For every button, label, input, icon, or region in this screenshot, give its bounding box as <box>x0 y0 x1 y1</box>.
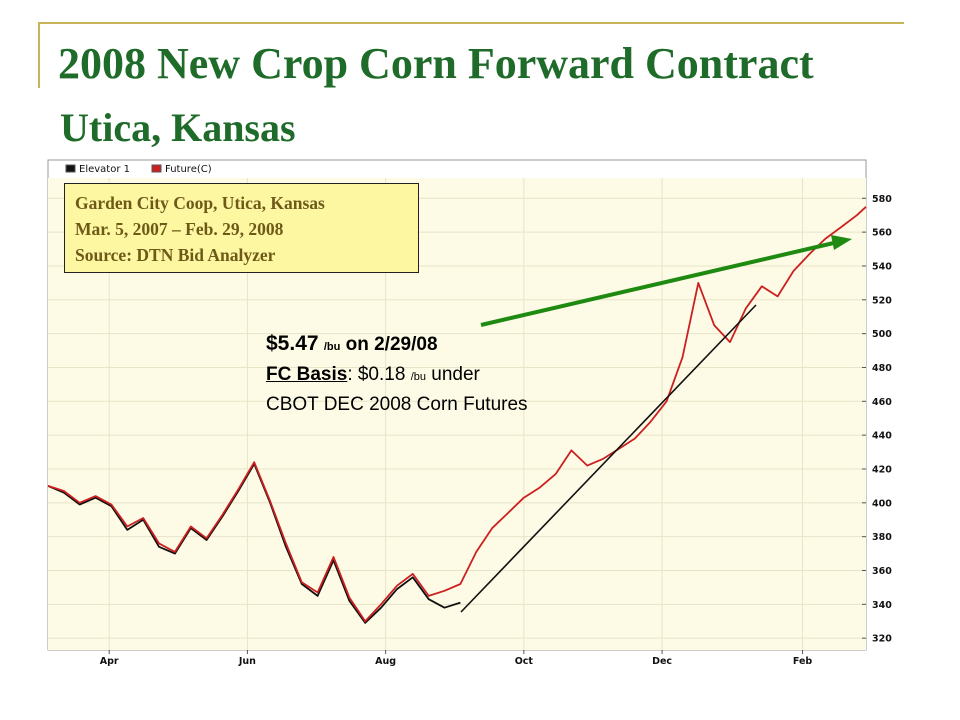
y-tick-label: 580 <box>872 194 892 205</box>
y-tick-label: 500 <box>872 329 892 340</box>
green-arrow-head <box>831 235 852 250</box>
y-tick-label: 360 <box>872 566 892 577</box>
legend: Elevator 1 Future(C) <box>65 164 212 175</box>
y-tick-label: 440 <box>872 431 892 442</box>
basis-label: FC Basis <box>266 364 348 385</box>
y-tick-label: 520 <box>872 295 892 306</box>
price-unit: /bu <box>323 341 341 353</box>
x-tick-label: Aug <box>375 656 396 667</box>
price-value: $5.47 <box>266 332 319 355</box>
basis-unit: /bu <box>410 371 426 383</box>
x-tick-label: Oct <box>515 656 534 667</box>
y-tick-label: 460 <box>872 397 892 408</box>
black-trend-line <box>460 304 757 613</box>
price-date: on 2/29/08 <box>345 334 438 355</box>
series-lines <box>47 206 867 624</box>
x-axis-ticks: Apr Jun Aug Oct Dec Feb <box>100 650 813 667</box>
x-tick-label: Jun <box>238 656 256 667</box>
legend-swatch-elevator <box>65 164 76 173</box>
green-arrow-shaft <box>480 240 839 327</box>
y-axis-ticks: 320 340 360 380 400 420 440 460 480 500 520 540 560 5… <box>862 194 892 645</box>
y-tick-label: 560 <box>872 228 892 239</box>
y-tick-label: 480 <box>872 363 892 374</box>
y-tick-label: 340 <box>872 600 892 611</box>
accent-horizontal-line <box>38 22 904 24</box>
y-tick-label: 320 <box>872 634 892 645</box>
source-info-box: Garden City Coop, Utica, Kansas Mar. 5, … <box>64 183 419 273</box>
y-tick-label: 540 <box>872 261 892 272</box>
legend-label-elevator: Elevator 1 <box>79 164 130 175</box>
legend-swatch-future <box>151 164 162 173</box>
info-line-source: Source: DTN Bid Analyzer <box>75 245 276 265</box>
y-tick-label: 400 <box>872 498 892 509</box>
y-tick-label: 380 <box>872 532 892 543</box>
price-annotation: $5.47 /bu on 2/29/08 FC Basis: $0.18 /bu… <box>266 330 528 418</box>
accent-vertical-line <box>38 22 40 88</box>
info-line-location: Garden City Coop, Utica, Kansas <box>75 193 325 213</box>
basis-value: : $0.18 <box>347 364 406 385</box>
basis-suffix: under <box>431 364 480 385</box>
basis-reference: CBOT DEC 2008 Corn Futures <box>266 394 528 415</box>
slide-title: 2008 New Crop Corn Forward Contract <box>58 39 814 88</box>
x-tick-label: Dec <box>652 656 672 667</box>
series-line-future <box>47 206 867 623</box>
y-tick-label: 420 <box>872 464 892 475</box>
slide-subtitle: Utica, Kansas <box>60 105 296 150</box>
x-tick-label: Feb <box>793 656 813 667</box>
x-tick-label: Apr <box>100 656 119 667</box>
info-line-dates: Mar. 5, 2007 – Feb. 29, 2008 <box>75 219 284 239</box>
legend-label-future: Future(C) <box>165 164 212 175</box>
